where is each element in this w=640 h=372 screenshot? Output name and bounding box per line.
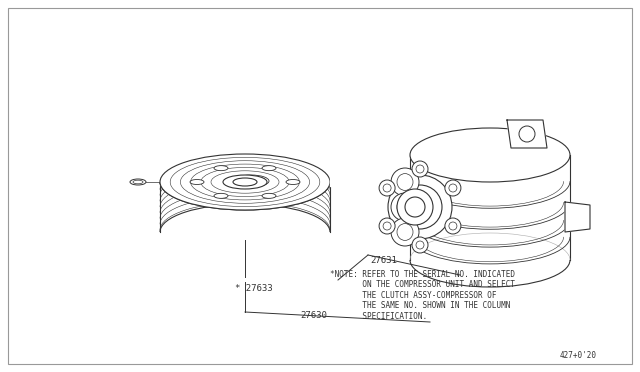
Text: 427+0'20: 427+0'20 bbox=[560, 352, 597, 360]
Ellipse shape bbox=[383, 184, 391, 192]
Ellipse shape bbox=[398, 185, 442, 229]
Ellipse shape bbox=[412, 237, 428, 253]
Ellipse shape bbox=[383, 222, 391, 230]
Ellipse shape bbox=[391, 168, 419, 196]
Ellipse shape bbox=[262, 166, 276, 171]
Ellipse shape bbox=[449, 184, 457, 192]
Ellipse shape bbox=[410, 128, 570, 182]
Ellipse shape bbox=[519, 126, 535, 142]
Ellipse shape bbox=[412, 161, 428, 177]
Ellipse shape bbox=[379, 218, 395, 234]
Polygon shape bbox=[565, 202, 590, 232]
Polygon shape bbox=[507, 120, 547, 148]
Text: 27630: 27630 bbox=[300, 311, 327, 320]
Ellipse shape bbox=[416, 165, 424, 173]
Ellipse shape bbox=[223, 175, 267, 189]
Ellipse shape bbox=[214, 193, 228, 198]
Ellipse shape bbox=[397, 224, 413, 240]
Ellipse shape bbox=[388, 175, 452, 239]
Ellipse shape bbox=[391, 193, 419, 221]
Text: * 27633: * 27633 bbox=[235, 284, 273, 293]
Text: *NOTE: REFER TO THE SERIAL NO. INDICATED
       ON THE COMPRESSOR UNIT AND SELEC: *NOTE: REFER TO THE SERIAL NO. INDICATED… bbox=[330, 270, 515, 321]
Ellipse shape bbox=[416, 241, 424, 249]
Ellipse shape bbox=[160, 154, 330, 210]
Ellipse shape bbox=[379, 180, 395, 196]
Ellipse shape bbox=[408, 195, 432, 219]
Ellipse shape bbox=[262, 193, 276, 198]
Ellipse shape bbox=[397, 199, 413, 215]
Ellipse shape bbox=[133, 180, 143, 184]
Ellipse shape bbox=[397, 174, 413, 190]
Ellipse shape bbox=[405, 197, 425, 217]
Ellipse shape bbox=[233, 178, 257, 186]
Ellipse shape bbox=[286, 180, 300, 185]
Ellipse shape bbox=[214, 166, 228, 171]
Ellipse shape bbox=[445, 218, 461, 234]
Ellipse shape bbox=[190, 180, 204, 185]
Ellipse shape bbox=[449, 222, 457, 230]
Ellipse shape bbox=[445, 180, 461, 196]
Ellipse shape bbox=[397, 189, 433, 225]
Text: 27631: 27631 bbox=[370, 256, 397, 265]
Ellipse shape bbox=[391, 218, 419, 246]
Ellipse shape bbox=[130, 179, 146, 185]
